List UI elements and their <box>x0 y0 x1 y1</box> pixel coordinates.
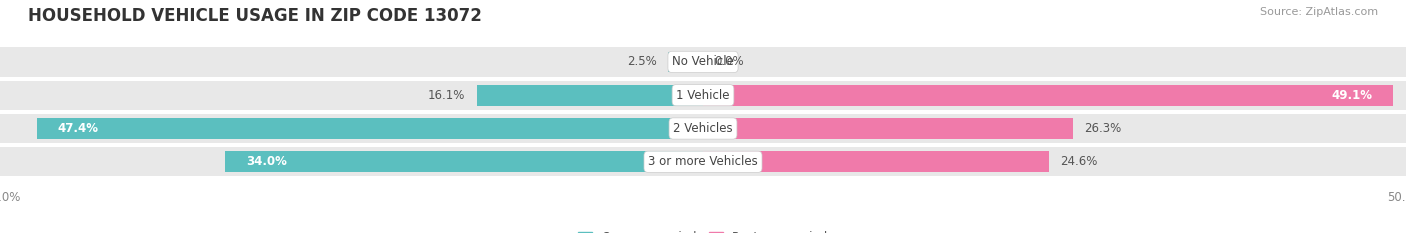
Text: 34.0%: 34.0% <box>246 155 287 168</box>
Text: HOUSEHOLD VEHICLE USAGE IN ZIP CODE 13072: HOUSEHOLD VEHICLE USAGE IN ZIP CODE 1307… <box>28 7 482 25</box>
Legend: Owner-occupied, Renter-occupied: Owner-occupied, Renter-occupied <box>572 226 834 233</box>
Text: 1 Vehicle: 1 Vehicle <box>676 89 730 102</box>
Bar <box>225 151 703 172</box>
Text: 49.1%: 49.1% <box>1331 89 1372 102</box>
Bar <box>703 151 1049 172</box>
Bar <box>37 118 703 139</box>
Bar <box>668 51 703 72</box>
Bar <box>703 85 1393 106</box>
Bar <box>0 114 1406 143</box>
Text: 2 Vehicles: 2 Vehicles <box>673 122 733 135</box>
Bar <box>0 47 1406 77</box>
Bar <box>0 81 1406 110</box>
Text: Source: ZipAtlas.com: Source: ZipAtlas.com <box>1260 7 1378 17</box>
Text: 0.0%: 0.0% <box>714 55 744 69</box>
Bar <box>477 85 703 106</box>
Text: 47.4%: 47.4% <box>58 122 98 135</box>
Text: 16.1%: 16.1% <box>427 89 465 102</box>
Text: No Vehicle: No Vehicle <box>672 55 734 69</box>
Text: 26.3%: 26.3% <box>1084 122 1121 135</box>
Bar <box>703 118 1073 139</box>
Text: 3 or more Vehicles: 3 or more Vehicles <box>648 155 758 168</box>
Text: 24.6%: 24.6% <box>1060 155 1098 168</box>
Bar <box>0 147 1406 176</box>
Text: 2.5%: 2.5% <box>627 55 657 69</box>
